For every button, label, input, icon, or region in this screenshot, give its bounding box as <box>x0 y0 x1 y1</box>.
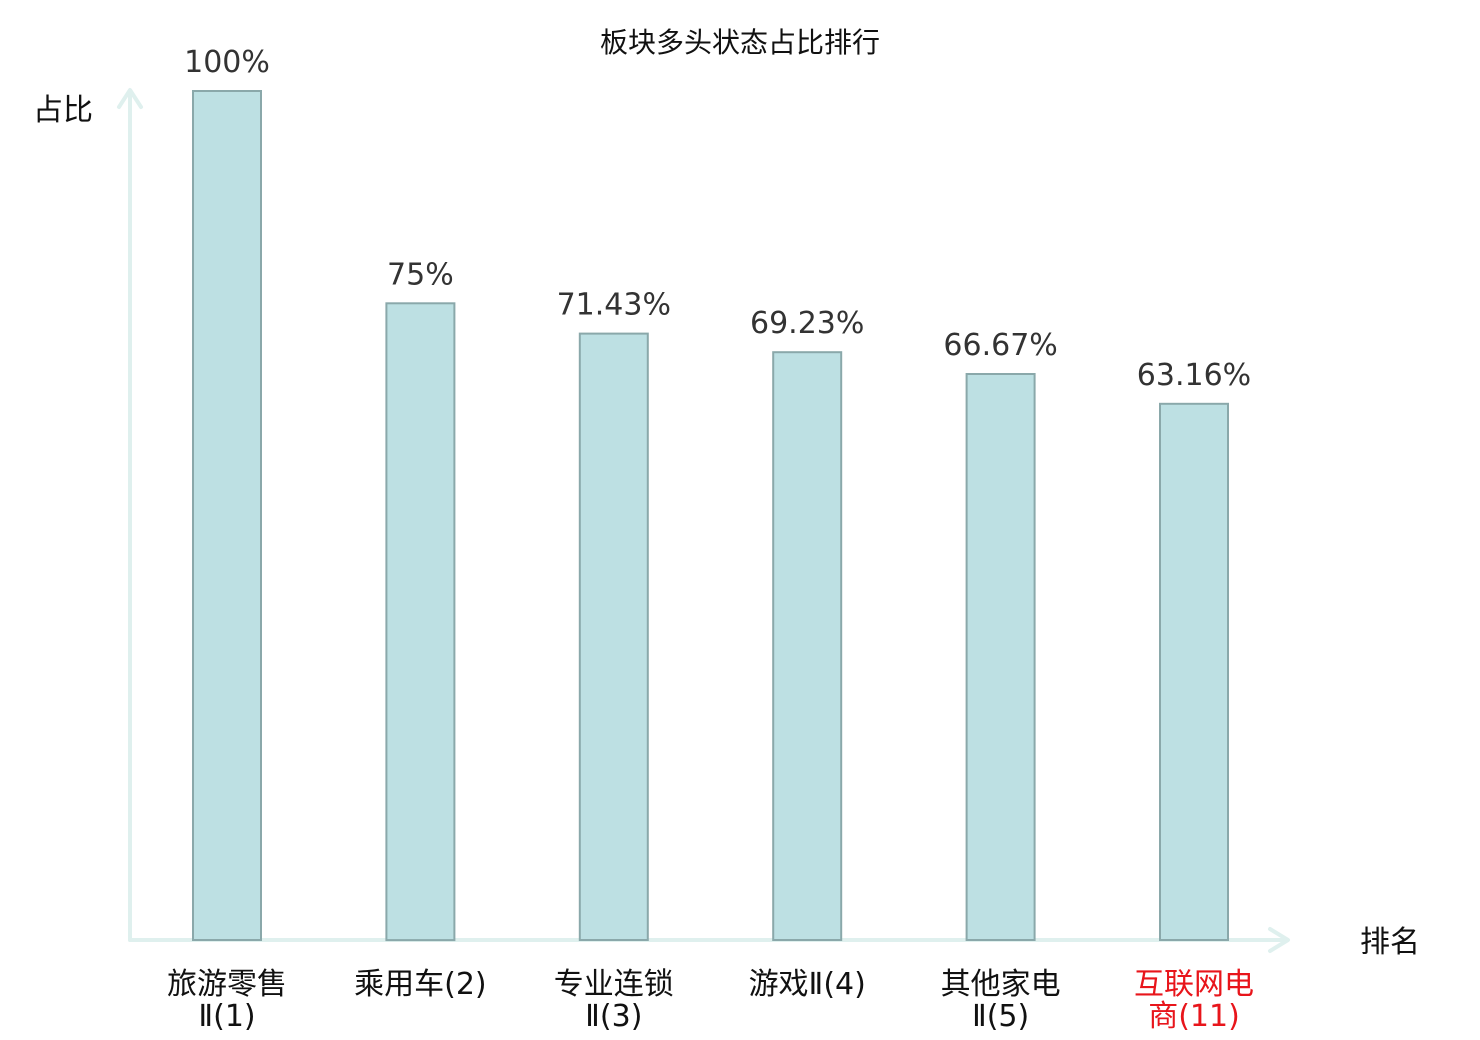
bar-6 <box>1159 402 1229 941</box>
chart-title: 板块多头状态占比排行 <box>600 26 880 59</box>
category-label-6-line-1: 互联网电 <box>1134 967 1254 1002</box>
category-label-5-line-1: 其他家电 <box>941 967 1061 1002</box>
bar-1 <box>192 90 262 941</box>
bars <box>192 90 1229 942</box>
category-label-1-line-1: 旅游零售 <box>167 967 287 1002</box>
value-label-4: 69.23% <box>750 306 864 341</box>
bar-5 <box>965 373 1036 941</box>
category-label-5-line-2: Ⅱ(5) <box>972 999 1029 1034</box>
bar-3 <box>578 332 649 942</box>
category-label-4-line-1: 游戏Ⅱ(4) <box>749 967 866 1002</box>
value-label-5: 66.67% <box>943 328 1057 363</box>
category-label-2-line-1: 乘用车(2) <box>354 967 487 1002</box>
value-label-2: 75% <box>387 257 454 292</box>
y-axis-arrow <box>117 88 143 109</box>
value-label-6: 63.16% <box>1137 358 1251 393</box>
axes <box>117 88 1290 953</box>
bar-4 <box>772 351 843 941</box>
x-axis-arrow <box>1268 927 1290 953</box>
category-label-1-line-2: Ⅱ(1) <box>198 999 255 1034</box>
y-axis-label: 占比 <box>33 93 93 128</box>
x-axis-label: 排名 <box>1360 925 1420 960</box>
category-label-3-line-2: Ⅱ(3) <box>585 999 642 1034</box>
category-label-6-line-2: 商(11) <box>1148 999 1240 1034</box>
category-label-3-line-1: 专业连锁 <box>554 967 674 1002</box>
value-labels: 100% 75% 71.43% 69.23% 66.67% 63.16% <box>184 45 1251 393</box>
value-label-3: 71.43% <box>557 288 671 323</box>
bar-2 <box>385 302 456 942</box>
value-label-1: 100% <box>184 45 270 80</box>
